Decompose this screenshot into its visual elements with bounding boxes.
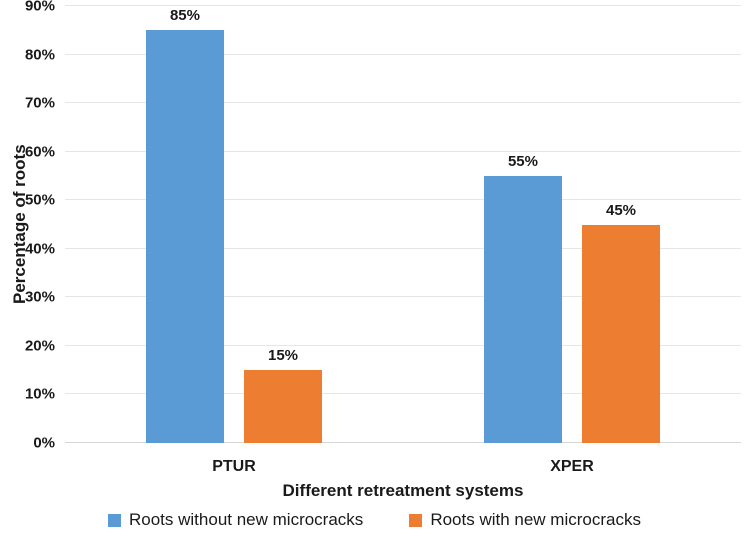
y-gridline bbox=[65, 199, 741, 201]
bar-xper-without-microcracks bbox=[484, 175, 562, 443]
bar-ptur-with-microcracks bbox=[244, 370, 322, 443]
legend-item-without-microcracks: Roots without new microcracks bbox=[108, 510, 363, 530]
y-tick-label: 0% bbox=[33, 434, 55, 452]
y-tick-label: 50% bbox=[24, 191, 55, 209]
y-gridline bbox=[65, 247, 741, 249]
bar-value-label: 85% bbox=[169, 7, 200, 25]
y-axis-tick-labels: 0% 10% 20% 30% 40% 50% 60% 70% 80% 90% bbox=[0, 0, 55, 451]
bar-xper-with-microcracks bbox=[582, 224, 660, 443]
bar-value-label: 45% bbox=[605, 201, 637, 219]
legend-series-label: Roots with new microcracks bbox=[430, 510, 641, 529]
category-label-ptur: PTUR bbox=[212, 458, 256, 475]
legend-swatch-icon bbox=[108, 513, 121, 527]
y-gridline bbox=[65, 296, 741, 298]
y-tick-label: 10% bbox=[24, 385, 55, 403]
x-axis-category-labels: PTUR XPER bbox=[65, 443, 741, 475]
x-axis-title: Different retreatment systems bbox=[282, 481, 524, 500]
legend-item-with-microcracks: Roots with new microcracks bbox=[409, 510, 641, 530]
y-gridline bbox=[65, 102, 741, 104]
y-tick-label: 30% bbox=[24, 288, 55, 306]
y-gridline bbox=[65, 150, 741, 152]
legend-series-label: Roots without new microcracks bbox=[129, 510, 364, 529]
y-tick-label: 40% bbox=[24, 240, 55, 258]
x-axis-line bbox=[65, 442, 741, 443]
y-tick-label: 60% bbox=[24, 143, 55, 161]
y-tick-label: 90% bbox=[24, 0, 55, 15]
y-gridline bbox=[65, 5, 741, 6]
plot-area: 85% 15% 55% 45% bbox=[65, 5, 741, 443]
bar-ptur-without-microcracks bbox=[146, 30, 224, 443]
legend: Roots without new microcracks Roots with … bbox=[0, 510, 749, 530]
y-tick-label: 70% bbox=[24, 94, 55, 112]
y-gridline bbox=[65, 53, 741, 55]
bar-value-label: 15% bbox=[267, 347, 299, 365]
y-gridline bbox=[65, 344, 741, 346]
category-label-xper: XPER bbox=[550, 458, 594, 475]
y-tick-label: 80% bbox=[24, 46, 55, 64]
y-gridline bbox=[65, 393, 741, 395]
bar-value-label: 55% bbox=[507, 152, 538, 170]
y-tick-label: 20% bbox=[24, 337, 55, 355]
legend-swatch-icon bbox=[409, 513, 423, 527]
